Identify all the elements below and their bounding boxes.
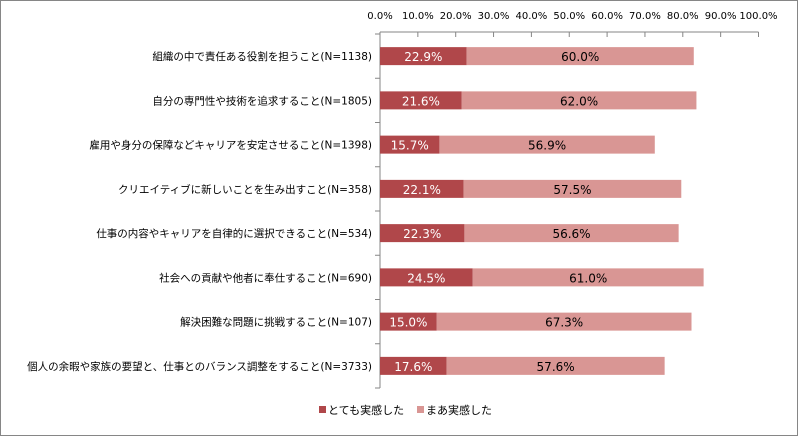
bar-segment-very — [380, 91, 462, 110]
category-label: 社会への貢献や他者に奉仕すること(N=690) — [159, 271, 372, 284]
x-tick-label: 80.0% — [667, 11, 699, 22]
bar-segment-somewhat — [436, 312, 692, 331]
legend-swatch — [417, 406, 424, 413]
category-label: 仕事の内容やキャリアを自律的に選択できること(N=534) — [96, 227, 372, 240]
bar-segment-somewhat — [439, 135, 655, 154]
data-label: 56.6% — [552, 227, 590, 241]
bar-segment-somewhat — [466, 47, 694, 66]
x-tick-label: 40.0% — [516, 11, 548, 22]
data-label: 21.6% — [402, 94, 440, 108]
data-label: 22.3% — [403, 227, 441, 241]
category-label: 自分の専門性や技術を追求すること(N=1805) — [152, 94, 372, 107]
data-label: 67.3% — [545, 316, 583, 330]
bar-segment-very — [380, 224, 465, 243]
x-tick-label: 50.0% — [553, 11, 585, 22]
bar-segment-very — [380, 356, 447, 375]
x-tick-label: 10.0% — [402, 11, 434, 22]
x-tick-label: 70.0% — [629, 11, 661, 22]
data-label: 17.6% — [394, 360, 432, 374]
bar-segment-somewhat — [472, 268, 704, 287]
bar-segment-very — [380, 135, 440, 154]
category-label: 個人の余暇や家族の要望と、仕事とのバランス調整をすること(N=3733) — [27, 360, 372, 373]
bar-segment-somewhat — [461, 91, 697, 110]
x-tick-label: 60.0% — [591, 11, 623, 22]
data-label: 56.9% — [528, 139, 566, 153]
data-label: 15.7% — [391, 139, 429, 153]
x-tick-label: 20.0% — [440, 11, 472, 22]
x-tick-label: 0.0% — [367, 11, 392, 22]
data-label: 61.0% — [569, 271, 607, 285]
bar-segment-very — [380, 268, 473, 287]
data-label: 15.0% — [389, 316, 427, 330]
data-label: 57.6% — [537, 360, 575, 374]
legend-swatch — [319, 406, 326, 413]
x-tick-label: 30.0% — [478, 11, 510, 22]
data-label: 22.1% — [403, 183, 441, 197]
x-tick-label: 90.0% — [705, 11, 737, 22]
bar-segment-very — [380, 179, 464, 198]
data-label: 57.5% — [553, 183, 591, 197]
data-label: 60.0% — [561, 50, 599, 64]
bar-segment-very — [380, 47, 467, 66]
legend-label: まあ実感した — [426, 403, 492, 417]
bar-segment-somewhat — [464, 224, 679, 243]
bar-segment-somewhat — [463, 179, 682, 198]
bar-segment-somewhat — [446, 356, 665, 375]
data-label: 62.0% — [560, 94, 598, 108]
x-tick-label: 100.0% — [739, 11, 777, 22]
category-label: 雇用や身分の保障などキャリアを安定させること(N=1398) — [89, 139, 372, 152]
category-label: 解決困難な問題に挑戦すること(N=107) — [180, 316, 372, 329]
category-label: 組織の中で責任ある役割を担うこと(N=1138) — [152, 50, 372, 63]
data-label: 22.9% — [404, 50, 442, 64]
legend-label: とても実感した — [328, 403, 404, 417]
bar-segment-very — [380, 312, 437, 331]
category-label: クリエイティブに新しいことを生み出すこと(N=358) — [118, 183, 372, 196]
data-label: 24.5% — [407, 271, 445, 285]
